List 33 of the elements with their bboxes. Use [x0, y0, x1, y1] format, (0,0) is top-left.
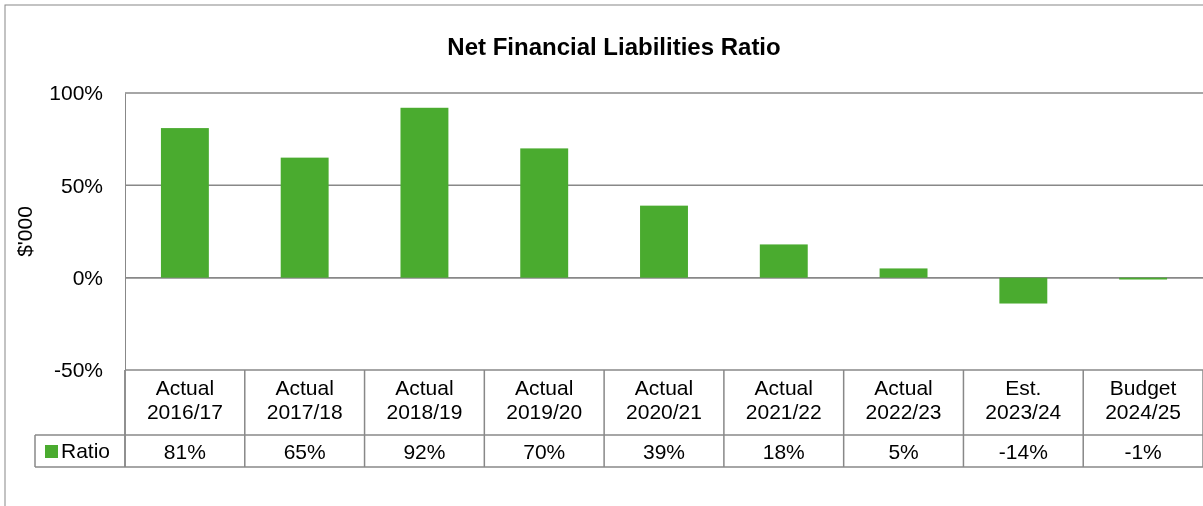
y-tick-label: 50% [60, 173, 103, 197]
bar [280, 157, 329, 278]
bar [640, 205, 688, 278]
x-tick-label: Budget 2024/25 [1105, 376, 1182, 423]
x-tick-label: Actual 2016/17 [146, 376, 223, 423]
bar [160, 128, 209, 278]
y-tick-label: 0% [72, 265, 103, 289]
data-label: -14% [998, 440, 1048, 463]
y-axis-title: $'000 [13, 206, 36, 257]
x-tick-label: Actual 2021/22 [745, 376, 822, 423]
bar [759, 244, 808, 278]
y-tick-label: 100% [49, 81, 103, 105]
x-tick-label: Est. 2023/24 [985, 376, 1062, 423]
data-label: 70% [523, 440, 566, 463]
y-tick-label: -50% [53, 358, 103, 382]
data-label: 92% [403, 440, 446, 463]
legend-label: Ratio [61, 439, 111, 462]
x-tick-label: Actual 2017/18 [266, 376, 343, 423]
x-tick-label: Actual 2018/19 [386, 376, 463, 423]
x-tick-label: Actual 2022/23 [865, 376, 942, 423]
bar [999, 277, 1048, 304]
data-label: 18% [762, 440, 805, 463]
x-tick-label: Actual 2019/20 [506, 376, 583, 423]
data-label: 65% [283, 440, 326, 463]
bar [520, 148, 569, 278]
bar [400, 107, 449, 278]
x-tick-label: Actual 2020/21 [626, 376, 702, 423]
chart-title: Net Financial Liabilities Ratio [447, 33, 781, 60]
bar [879, 268, 928, 278]
data-label: 39% [642, 440, 686, 463]
data-label: -1% [1124, 440, 1162, 463]
data-label: 5% [888, 440, 919, 463]
data-label: 81% [163, 440, 206, 463]
